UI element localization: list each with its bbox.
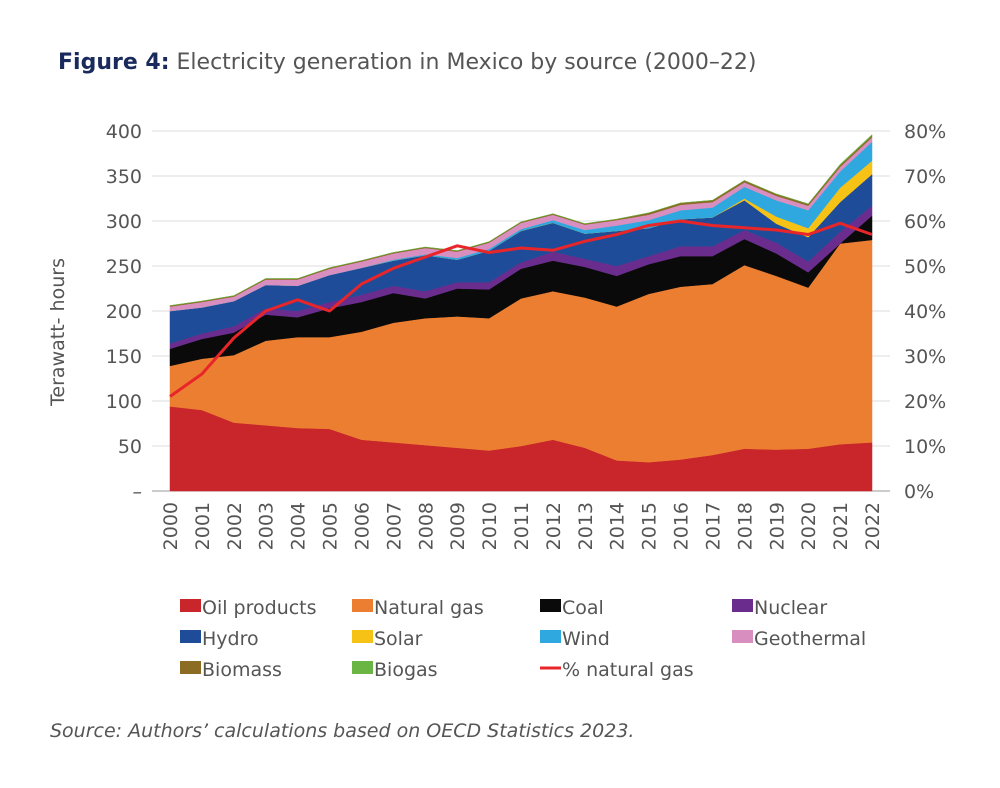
- legend-swatch-coal: [540, 599, 561, 612]
- x-tick-label: 2012: [543, 502, 565, 550]
- legend-label-coal: Coal: [562, 597, 604, 619]
- x-tick-label: 2002: [224, 502, 246, 550]
- legend-label-hydro: Hydro: [202, 628, 259, 650]
- x-tick-label: 2018: [734, 502, 756, 550]
- figure-title: Figure 4: Electricity generation in Mexi…: [58, 50, 756, 75]
- x-tick-label: 2006: [351, 502, 373, 550]
- x-tick-label: 2003: [256, 502, 278, 550]
- x-tick-label: 2015: [639, 502, 661, 550]
- y2-axis-ticks: 0% 10% 20% 30% 40% 50% 60% 70% 80%: [904, 121, 946, 503]
- y2-tick-label: 10%: [904, 436, 946, 458]
- x-tick-label: 2009: [447, 502, 469, 550]
- y-tick-label: 150: [106, 346, 142, 368]
- y-tick-label: 250: [106, 256, 142, 278]
- legend-swatch-solar: [352, 630, 373, 643]
- x-tick-label: 2010: [479, 502, 501, 550]
- y2-tick-label: 20%: [904, 391, 946, 413]
- x-tick-label: 2011: [511, 502, 533, 550]
- legend-label-natural-gas: % natural gas: [562, 659, 694, 681]
- x-tick-label: 2005: [320, 502, 342, 550]
- x-tick-label: 2000: [160, 502, 182, 550]
- y-tick-label: 50: [118, 436, 142, 458]
- area-biogas: [169, 134, 873, 306]
- figure-label: Figure 4:: [58, 50, 170, 75]
- y2-tick-label: 80%: [904, 121, 946, 143]
- x-tick-label: 2022: [862, 502, 884, 550]
- legend-label-natural-gas: Natural gas: [374, 597, 484, 619]
- legend-swatch-biogas: [352, 661, 373, 674]
- legend-label-wind: Wind: [562, 628, 610, 650]
- y2-tick-label: 60%: [904, 211, 946, 233]
- x-tick-label: 2021: [830, 502, 852, 550]
- stacked-areas: [169, 134, 873, 492]
- y2-tick-label: 50%: [904, 256, 946, 278]
- x-tick-label: 2007: [383, 502, 405, 550]
- y-tick-label: –: [133, 481, 143, 503]
- legend-label-nuclear: Nuclear: [754, 597, 827, 619]
- y2-tick-label: 40%: [904, 301, 946, 323]
- y-axis-label: Terawatt- hours: [47, 258, 69, 407]
- figure-title-text: Electricity generation in Mexico by sour…: [176, 50, 757, 75]
- legend-swatch-wind: [540, 630, 561, 643]
- x-tick-label: 2013: [575, 502, 597, 550]
- x-axis-ticks: 2000 2001 2002 2003 2004 2005 2006 2007 2008 2009…: [160, 502, 884, 550]
- source-note: Source: Authors’ calculations based on O…: [50, 720, 635, 742]
- y2-tick-label: 0%: [904, 481, 934, 503]
- legend-swatch-geothermal: [732, 630, 753, 643]
- legend-swatch-nuclear: [732, 599, 753, 612]
- y-tick-label: 100: [106, 391, 142, 413]
- x-tick-label: 2004: [288, 502, 310, 550]
- line-percent-natural-gas: [169, 219, 873, 398]
- legend-label-solar: Solar: [374, 628, 423, 650]
- x-tick-label: 2019: [766, 502, 788, 550]
- legend-swatch-hydro: [180, 630, 201, 643]
- legend-swatch-oil-products: [180, 599, 201, 612]
- legend-label-oil-products: Oil products: [202, 597, 317, 619]
- y-axis-ticks: – 50 100 150 200 250 300 350 400: [106, 121, 142, 503]
- x-tick-label: 2020: [798, 502, 820, 550]
- legend-swatch-natural-gas: [352, 599, 373, 612]
- y-tick-label: 300: [106, 211, 142, 233]
- y-tick-label: 400: [106, 121, 142, 143]
- y-tick-label: 350: [106, 166, 142, 188]
- y2-tick-label: 30%: [904, 346, 946, 368]
- y-tick-label: 200: [106, 301, 142, 323]
- x-tick-label: 2008: [415, 502, 437, 550]
- x-tick-label: 2001: [192, 502, 214, 550]
- x-tick-label: 2014: [607, 502, 629, 550]
- percent-line-layer: [169, 219, 873, 398]
- legend-label-biogas: Biogas: [374, 659, 438, 681]
- x-tick-label: 2017: [702, 502, 724, 550]
- legend-label-biomass: Biomass: [202, 659, 282, 681]
- legend-swatch-biomass: [180, 661, 201, 674]
- legend-label-geothermal: Geothermal: [754, 628, 866, 650]
- legend: Oil products Natural gas Coal Nuclear Hydro S…: [180, 597, 866, 681]
- y2-tick-label: 70%: [904, 166, 946, 188]
- x-tick-label: 2016: [671, 502, 693, 550]
